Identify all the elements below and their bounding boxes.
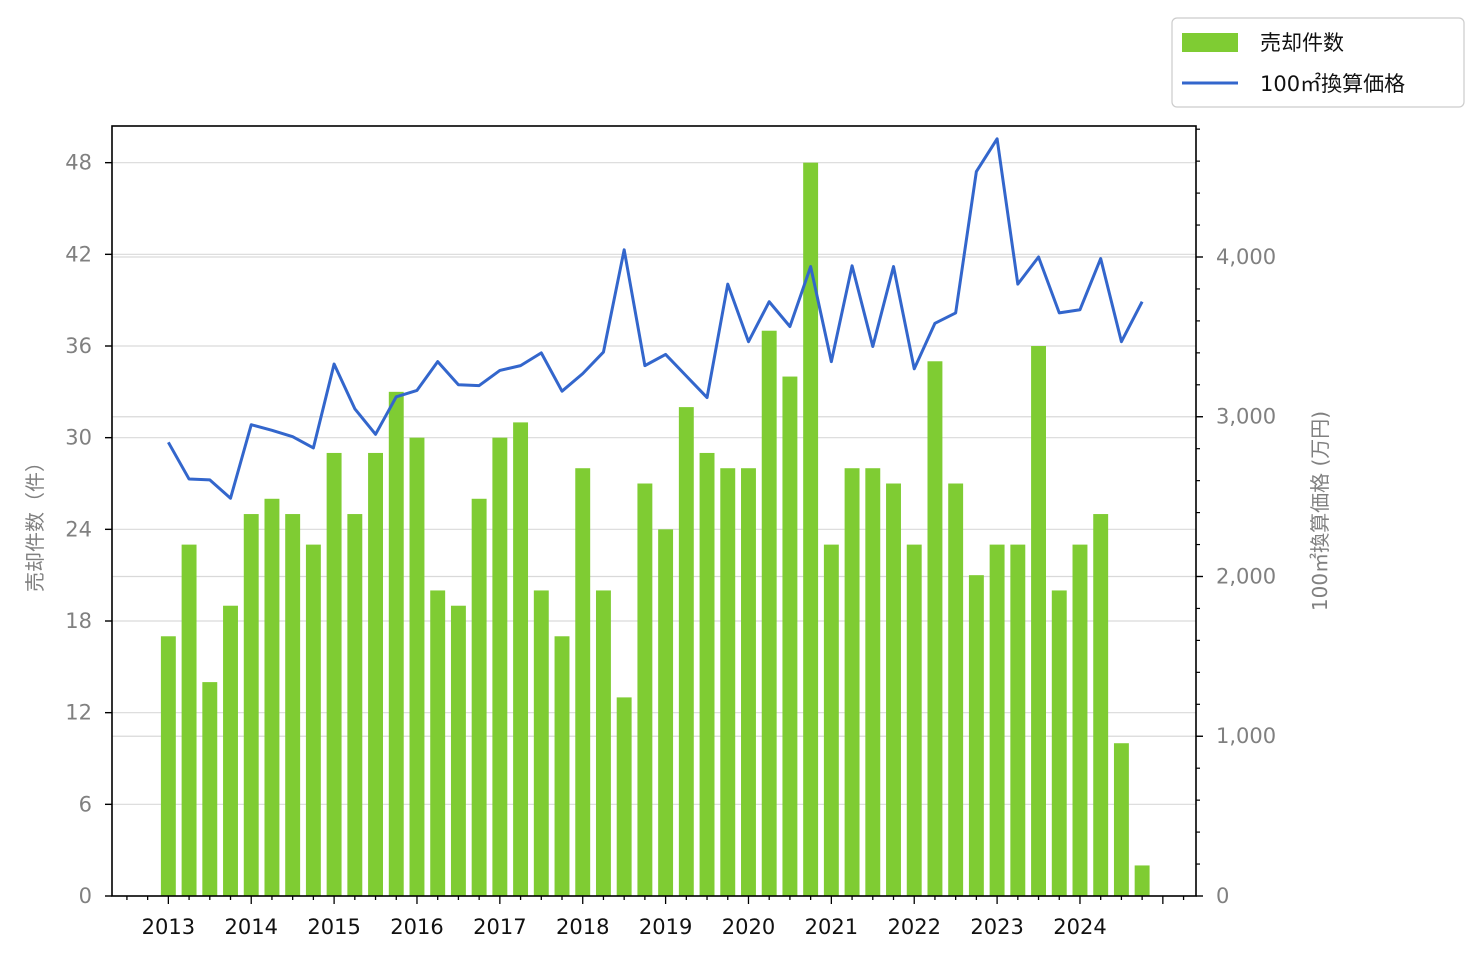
bar bbox=[285, 514, 301, 896]
bar bbox=[927, 361, 943, 896]
right-tick-label: 3,000 bbox=[1216, 405, 1276, 429]
left-axis-title: 売却件数（件） bbox=[23, 452, 47, 592]
bar bbox=[844, 468, 860, 896]
bar bbox=[347, 514, 363, 896]
right-tick-label: 2,000 bbox=[1216, 564, 1276, 588]
x-tick-label: 2018 bbox=[556, 915, 609, 939]
x-tick-label: 2024 bbox=[1053, 915, 1106, 939]
bar bbox=[699, 452, 715, 896]
left-tick-label: 6 bbox=[79, 792, 92, 816]
bar bbox=[803, 162, 819, 896]
bar bbox=[533, 590, 549, 896]
right-axis-title: 100㎡換算価格 (万円) bbox=[1308, 411, 1332, 611]
bar bbox=[202, 682, 218, 896]
left-tick-label: 48 bbox=[65, 151, 92, 175]
bar bbox=[886, 483, 901, 896]
bar bbox=[1134, 865, 1150, 896]
bar bbox=[368, 452, 383, 896]
bar bbox=[388, 391, 404, 896]
legend-bar-label: 売却件数 bbox=[1260, 31, 1344, 55]
bar bbox=[243, 514, 259, 896]
left-tick-label: 0 bbox=[79, 884, 92, 908]
x-tick-label: 2023 bbox=[970, 915, 1023, 939]
bar bbox=[720, 468, 736, 896]
line-series bbox=[167, 137, 1144, 500]
x-tick-label: 2019 bbox=[639, 915, 692, 939]
x-tick-label: 2022 bbox=[887, 915, 940, 939]
x-axis-ticks: 2013 2014 2015 2016 2017 2018 2019 2020 2021 2022… bbox=[126, 896, 1185, 939]
bar bbox=[616, 697, 632, 896]
bar bbox=[223, 605, 238, 896]
left-tick-label: 24 bbox=[65, 517, 92, 541]
x-tick-label: 2014 bbox=[225, 915, 278, 939]
left-tick-label: 36 bbox=[65, 334, 92, 358]
plot-frame bbox=[111, 125, 1197, 897]
bar bbox=[741, 468, 756, 896]
bar-series bbox=[160, 162, 1150, 896]
bar bbox=[678, 407, 694, 896]
bar bbox=[575, 468, 591, 896]
bar bbox=[513, 422, 529, 896]
bar bbox=[1072, 544, 1088, 896]
bar bbox=[1113, 743, 1129, 896]
x-tick-label: 2016 bbox=[390, 915, 443, 939]
x-tick-label: 2017 bbox=[473, 915, 526, 939]
x-tick-label: 2013 bbox=[142, 915, 195, 939]
bar bbox=[554, 636, 570, 896]
left-tick-label: 30 bbox=[65, 426, 92, 450]
right-tick-label: 4,000 bbox=[1216, 245, 1276, 269]
bar bbox=[430, 590, 446, 896]
bar bbox=[595, 590, 611, 896]
left-axis-ticks: 0 6 12 18 24 30 36 42 48 bbox=[65, 151, 112, 908]
price-line bbox=[167, 137, 1144, 500]
bar bbox=[658, 529, 674, 896]
left-tick-label: 12 bbox=[65, 701, 92, 725]
bar bbox=[989, 544, 1005, 896]
bar bbox=[823, 544, 839, 896]
x-tick-label: 2021 bbox=[805, 915, 858, 939]
right-axis-ticks: 0 1,000 2,000 3,000 4,000 bbox=[1196, 128, 1276, 908]
bar bbox=[409, 437, 425, 896]
bar bbox=[305, 544, 321, 896]
x-tick-label: 2020 bbox=[722, 915, 775, 939]
bar bbox=[637, 483, 653, 896]
bar bbox=[492, 437, 508, 896]
bar bbox=[1031, 346, 1046, 896]
left-tick-label: 18 bbox=[65, 609, 92, 633]
x-tick-label: 2015 bbox=[307, 915, 360, 939]
bar bbox=[948, 483, 964, 896]
left-tick-label: 42 bbox=[65, 242, 92, 266]
right-tick-label: 1,000 bbox=[1216, 724, 1276, 748]
bar bbox=[326, 452, 342, 896]
legend-bar-swatch bbox=[1182, 33, 1238, 52]
bar bbox=[782, 376, 798, 896]
legend-line-label: 100㎡換算価格 bbox=[1260, 72, 1405, 96]
legend: 売却件数 100㎡換算価格 bbox=[1171, 17, 1465, 108]
bar bbox=[1093, 514, 1109, 896]
bar bbox=[160, 636, 176, 896]
bar bbox=[1051, 590, 1067, 896]
bar bbox=[471, 498, 487, 896]
right-tick-label: 0 bbox=[1216, 884, 1229, 908]
bar bbox=[1010, 544, 1026, 896]
bar bbox=[761, 330, 777, 896]
bar bbox=[181, 544, 197, 896]
bar bbox=[906, 544, 922, 896]
legend-box bbox=[1171, 17, 1465, 108]
bar bbox=[865, 468, 881, 896]
bar bbox=[264, 498, 280, 896]
bar bbox=[968, 575, 984, 896]
bar bbox=[450, 605, 466, 896]
